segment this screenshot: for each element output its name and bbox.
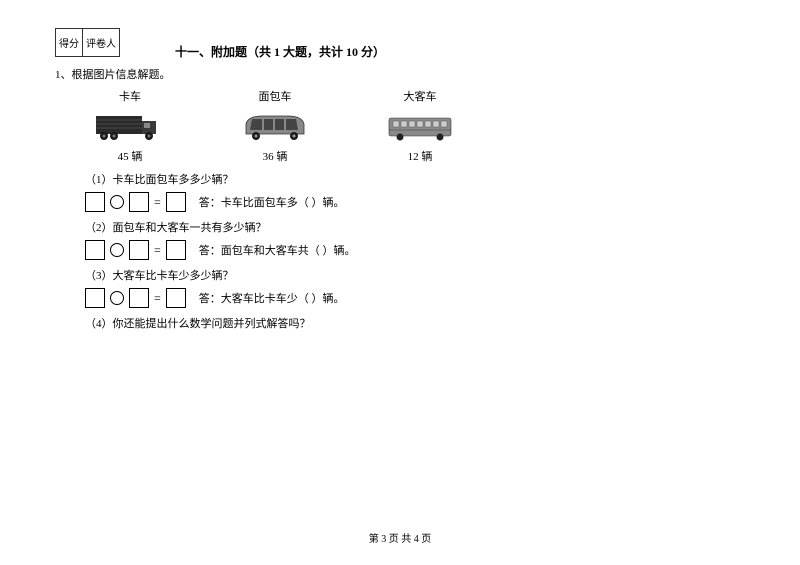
equals-sign: =	[154, 243, 161, 258]
answer-text-2: 答：面包车和大客车共（ ）辆。	[199, 242, 356, 258]
vehicle-col-van: 面包车 36 辆	[230, 88, 320, 164]
input-box[interactable]	[129, 240, 149, 260]
operator-circle[interactable]	[110, 243, 124, 257]
input-box[interactable]	[85, 192, 105, 212]
input-box[interactable]	[129, 288, 149, 308]
vehicle-label-bus: 大客车	[404, 88, 437, 104]
equals-sign: =	[154, 195, 161, 210]
equation-row-1: = 答：卡车比面包车多（ ）辆。	[85, 192, 745, 212]
question-stem: 1、根据图片信息解题。	[55, 66, 745, 82]
vehicle-count-bus: 12 辆	[408, 148, 433, 164]
input-box[interactable]	[85, 288, 105, 308]
score-table: 得分 评卷人	[55, 28, 120, 57]
subq-2: （2）面包车和大客车一共有多少辆？	[85, 219, 745, 235]
section-title: 十一、附加题（共 1 大题，共计 10 分）	[175, 43, 385, 60]
vehicle-label-van: 面包车	[259, 88, 292, 104]
score-cell-grader: 评卷人	[83, 29, 119, 56]
vehicle-labels-row: 卡车 45 辆 面包车	[85, 88, 745, 164]
input-box[interactable]	[166, 288, 186, 308]
input-box[interactable]	[166, 192, 186, 212]
page-content: 得分 评卷人 十一、附加题（共 1 大题，共计 10 分） 1、根据图片信息解题…	[0, 0, 800, 331]
subq-3: （3）大客车比卡车少多少辆？	[85, 267, 745, 283]
answer-text-3: 答：大客车比卡车少（ ）辆。	[199, 290, 345, 306]
vehicle-col-truck: 卡车 45 辆	[85, 88, 175, 164]
subq-1: （1）卡车比面包车多多少辆？	[85, 171, 745, 187]
vehicle-label-truck: 卡车	[119, 88, 141, 104]
page-footer: 第 3 页 共 4 页	[0, 530, 800, 545]
vehicle-count-van: 36 辆	[263, 148, 288, 164]
input-box[interactable]	[129, 192, 149, 212]
title-row: 得分 评卷人 十一、附加题（共 1 大题，共计 10 分）	[55, 28, 745, 60]
equation-row-3: = 答：大客车比卡车少（ ）辆。	[85, 288, 745, 308]
vehicle-count-truck: 45 辆	[118, 148, 143, 164]
equals-sign: =	[154, 291, 161, 306]
subq-4: （4）你还能提出什么数学问题并列式解答吗？	[85, 315, 745, 331]
input-box[interactable]	[166, 240, 186, 260]
operator-circle[interactable]	[110, 195, 124, 209]
van-icon	[239, 110, 311, 142]
truck-icon	[94, 110, 166, 142]
bus-icon	[384, 110, 456, 142]
input-box[interactable]	[85, 240, 105, 260]
answer-text-1: 答：卡车比面包车多（ ）辆。	[199, 194, 345, 210]
score-cell-score: 得分	[56, 29, 83, 56]
equation-row-2: = 答：面包车和大客车共（ ）辆。	[85, 240, 745, 260]
operator-circle[interactable]	[110, 291, 124, 305]
vehicle-col-bus: 大客车 12 辆	[375, 88, 465, 164]
